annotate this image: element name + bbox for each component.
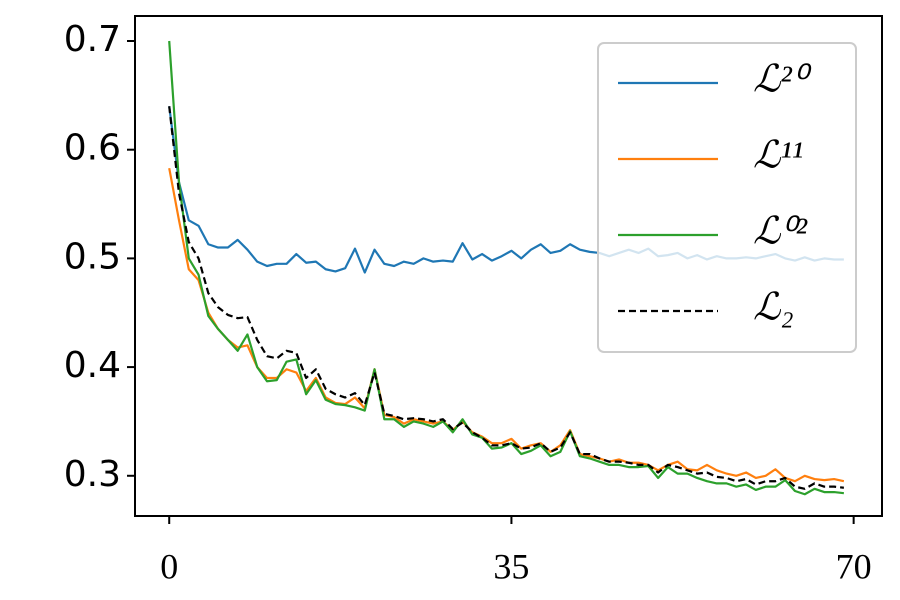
x-tick-label: 70: [836, 546, 872, 586]
y-tick-label: 0.4: [64, 345, 121, 386]
legend-box: [597, 42, 857, 353]
legend-label: ℒ₂: [753, 287, 794, 329]
y-tick-label: 0.5: [64, 236, 121, 277]
series-line: [168, 106, 844, 490]
y-tick-label: 0.3: [64, 454, 121, 495]
y-tick-label: 0.7: [64, 19, 121, 60]
plot-frame: [134, 15, 883, 517]
x-tick-label: 35: [493, 546, 529, 586]
series-line: [168, 167, 845, 483]
legend-label: ℒ²⁰: [753, 59, 812, 101]
x-tick-label: 0: [160, 546, 178, 586]
y-tick-label: 0.6: [64, 128, 121, 169]
legend-label: ℒ¹¹: [753, 135, 803, 177]
legend-label: ℒ⁰²: [753, 211, 808, 253]
